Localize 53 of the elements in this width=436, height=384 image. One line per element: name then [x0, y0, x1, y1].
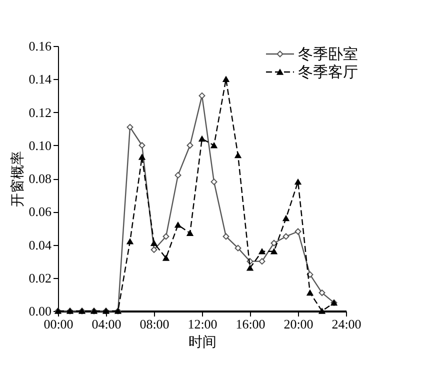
- y-tick-label: 0.02: [28, 270, 52, 286]
- legend-label: 冬季客厅: [298, 64, 358, 81]
- y-tick-label: 0.00: [28, 304, 52, 318]
- point: [222, 233, 230, 240]
- point: [162, 255, 170, 261]
- point: [282, 215, 290, 222]
- point: [294, 228, 302, 235]
- x-axis-title: 时间: [188, 334, 216, 350]
- y-tick-label: 0.04: [28, 237, 52, 252]
- point: [318, 308, 326, 314]
- point: [186, 142, 194, 149]
- point: [174, 172, 182, 178]
- point: [174, 222, 182, 228]
- x-tick-label: 04:00: [92, 316, 122, 332]
- point: [210, 178, 218, 186]
- point: [138, 142, 146, 149]
- y-tick-label: 0.14: [28, 72, 52, 87]
- point: [162, 233, 170, 240]
- y-tick-label: 0.06: [28, 204, 52, 220]
- point: [186, 230, 194, 236]
- point: [258, 258, 266, 265]
- point: [126, 124, 134, 130]
- point: [150, 240, 158, 246]
- legend-label: 冬季卧室: [298, 46, 358, 63]
- y-axis-title: 开窗概率: [10, 151, 26, 207]
- point: [138, 154, 146, 160]
- x-tick-label: 12:00: [188, 316, 218, 332]
- point: [270, 240, 278, 246]
- point: [270, 248, 278, 254]
- point: [234, 244, 242, 252]
- point: [234, 152, 242, 158]
- x-tick-label: 08:00: [140, 316, 170, 332]
- point: [210, 142, 218, 148]
- x-tick-label: 16:00: [236, 316, 266, 332]
- y-tick-label: 0.10: [28, 138, 52, 153]
- point: [258, 248, 266, 254]
- point: [198, 136, 206, 142]
- point: [306, 271, 314, 278]
- x-tick-label: 24:00: [332, 316, 362, 332]
- point: [306, 290, 314, 296]
- point: [246, 265, 254, 271]
- point: [126, 238, 134, 244]
- point: [150, 246, 158, 253]
- x-tick-label: 20:00: [284, 316, 314, 332]
- y-tick-label: 0.08: [28, 171, 52, 186]
- y-tick-label: 0.16: [28, 38, 52, 54]
- point: [222, 76, 230, 82]
- y-tick-label: 0.12: [28, 104, 52, 120]
- point: [198, 92, 206, 99]
- point: [294, 178, 302, 185]
- point: [282, 233, 290, 240]
- x-tick-label: 00:00: [44, 316, 74, 332]
- point: [318, 290, 326, 296]
